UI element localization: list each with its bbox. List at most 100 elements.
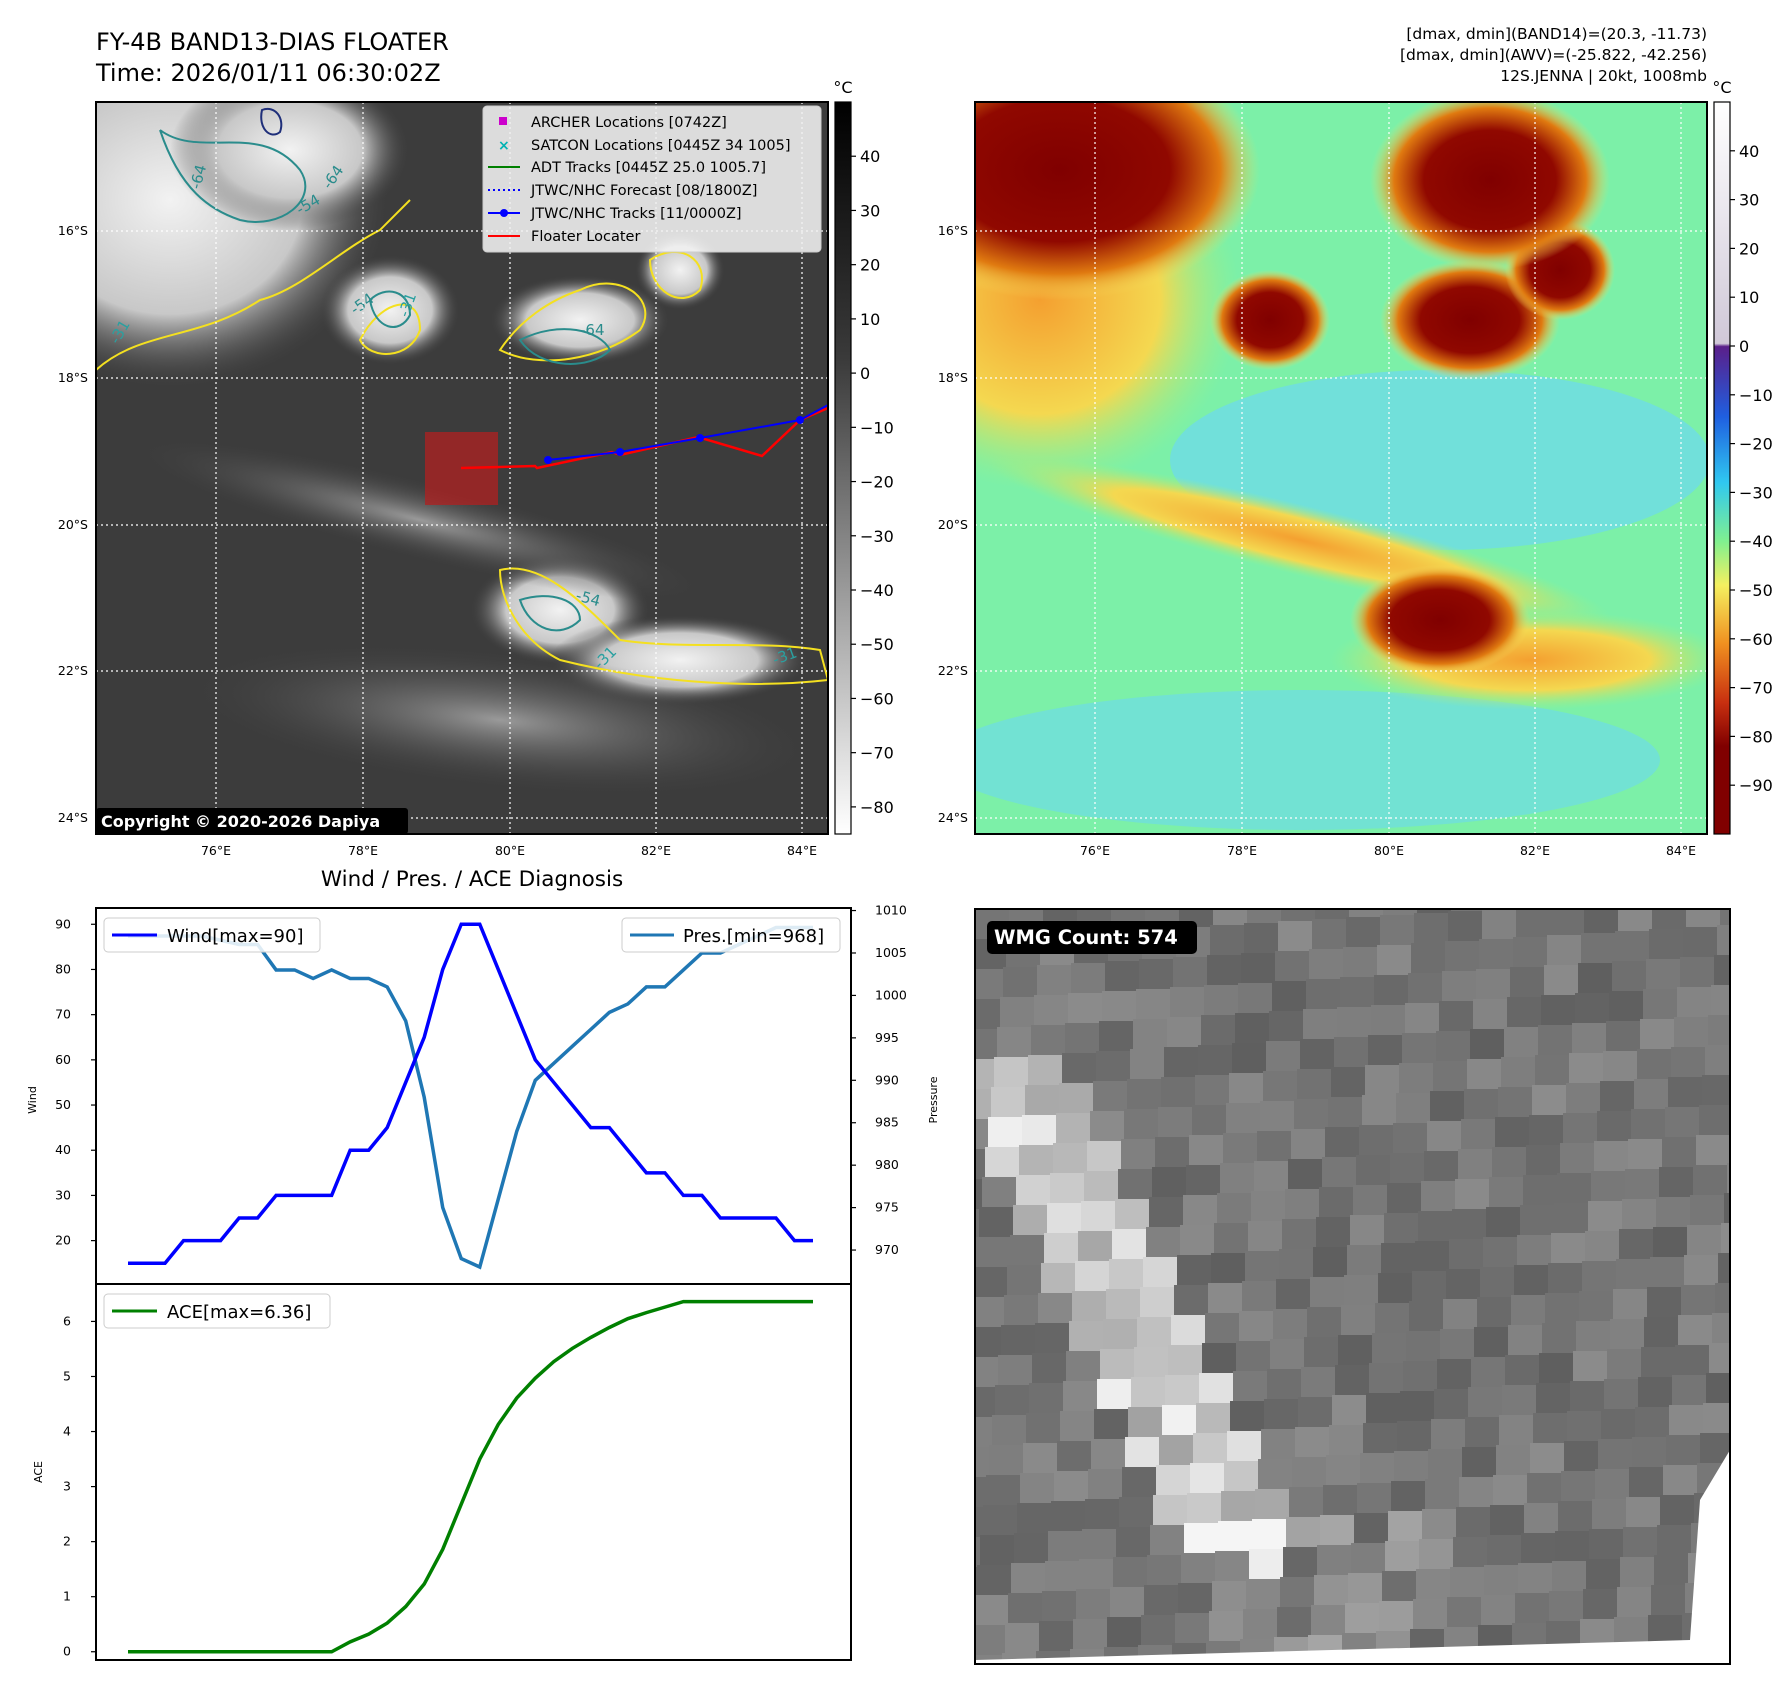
wmg-cell bbox=[1045, 1561, 1080, 1592]
wmg-cell bbox=[1073, 1619, 1108, 1650]
wmg-cell bbox=[1708, 1015, 1730, 1046]
contour-teal bbox=[518, 328, 612, 365]
wmg-cell bbox=[975, 1297, 1005, 1328]
wmg-cell bbox=[1334, 1037, 1369, 1068]
wmg-cell bbox=[1100, 1349, 1135, 1380]
wmg-cell bbox=[1434, 1389, 1469, 1420]
wmg-cell bbox=[1462, 1447, 1497, 1478]
wind-series-line bbox=[128, 922, 813, 1265]
legend-label: ADT Tracks [0445Z 25.0 1005.7] bbox=[531, 160, 766, 176]
wmg-cell bbox=[1705, 1045, 1730, 1076]
cloud-mass bbox=[320, 255, 460, 365]
wmg-cell bbox=[1650, 1257, 1685, 1288]
wmg-cell bbox=[1116, 1527, 1151, 1558]
wmg-cell bbox=[1654, 1555, 1689, 1586]
wmg-cell bbox=[1096, 1051, 1131, 1082]
wmg-cell bbox=[994, 1057, 1029, 1088]
wmg-cell bbox=[1312, 919, 1347, 950]
wmg-cell bbox=[975, 999, 1001, 1030]
wmg-cell bbox=[1306, 979, 1341, 1010]
ir-map-lat-ticks: 16°S 18°S 20°S 22°S 24°S bbox=[58, 223, 88, 825]
wmg-cell bbox=[975, 1625, 1006, 1656]
wmg-cell bbox=[1162, 1405, 1197, 1436]
wmg-cell bbox=[1381, 1243, 1416, 1274]
wmg-cell bbox=[1164, 1047, 1199, 1078]
wind-pressure-plot: 20 30 40 50 60 70 80 90 970 975 980 985 990 995 1000 10… bbox=[55, 903, 907, 1270]
wmg-cell bbox=[1372, 1333, 1407, 1364]
wmg-cell bbox=[1521, 1533, 1556, 1564]
contour-teal bbox=[159, 129, 307, 223]
wmg-cell bbox=[1629, 1467, 1664, 1498]
colorbar-tick-label: −10 bbox=[1739, 386, 1773, 405]
wmg-cell bbox=[1042, 1591, 1077, 1622]
wmg-cell bbox=[1483, 1237, 1518, 1268]
wmg-cell bbox=[1479, 939, 1514, 970]
wmg-cell bbox=[975, 1595, 1009, 1626]
wmg-cell bbox=[1672, 1375, 1707, 1406]
wmg-cell bbox=[975, 1089, 992, 1120]
wmg-cell bbox=[975, 1149, 986, 1180]
wmg-cell bbox=[1665, 1107, 1700, 1138]
wind-tick-label: 80 bbox=[55, 961, 71, 976]
wmg-cell bbox=[1515, 1593, 1550, 1624]
wmg-cell bbox=[1625, 1169, 1660, 1200]
wmg-cell bbox=[1034, 995, 1069, 1026]
wmg-cell bbox=[1244, 923, 1279, 954]
wmg-cell bbox=[1270, 1339, 1305, 1370]
wmg-cell bbox=[1524, 1503, 1559, 1534]
wmg-cell bbox=[1496, 1445, 1531, 1476]
wmg-cell bbox=[1350, 1215, 1385, 1246]
lon-tick: 84°E bbox=[1666, 843, 1696, 858]
lon-tick: 80°E bbox=[1374, 843, 1404, 858]
wmg-cell bbox=[1314, 1575, 1349, 1606]
wmg-cell bbox=[1286, 1517, 1321, 1548]
wmg-cell bbox=[1421, 1181, 1456, 1212]
wmg-cell bbox=[1189, 1135, 1224, 1166]
cloud-mass bbox=[490, 275, 670, 365]
wmg-cell bbox=[1078, 1231, 1113, 1262]
wmg-cell bbox=[1023, 1443, 1058, 1474]
wmg-cell bbox=[1607, 1349, 1642, 1380]
wmg-cell bbox=[1502, 1385, 1537, 1416]
wmg-cell bbox=[975, 1179, 983, 1210]
wmg-cell bbox=[1549, 1591, 1584, 1622]
wmg-cell bbox=[1017, 1503, 1052, 1534]
wmg-cell bbox=[1053, 1143, 1088, 1174]
wmg-cell bbox=[1601, 1409, 1636, 1440]
wmg-cell bbox=[1275, 951, 1310, 982]
wmg-cell bbox=[1174, 1285, 1209, 1316]
wmg-cell bbox=[1379, 1601, 1414, 1632]
wmg-cell bbox=[1615, 931, 1650, 962]
wmg-cell bbox=[985, 1147, 1020, 1178]
wmg-cell bbox=[1331, 1067, 1366, 1098]
wmg-cell bbox=[1022, 1115, 1057, 1146]
wmg-cell bbox=[1459, 1477, 1494, 1508]
wmg-cell bbox=[1362, 1095, 1397, 1126]
wmg-cell bbox=[975, 1119, 989, 1150]
wmg-cell bbox=[989, 1445, 1024, 1476]
wmg-cell bbox=[1464, 1089, 1499, 1120]
ace-tick-label: 1 bbox=[63, 1589, 71, 1604]
colorbar-tick-label: −20 bbox=[1739, 435, 1773, 454]
wmg-cell bbox=[1201, 1015, 1236, 1046]
wmg-cell bbox=[1118, 1169, 1153, 1200]
legend-label: JTWC/NHC Tracks [11/0000Z] bbox=[530, 206, 742, 222]
wmg-cell bbox=[1440, 1329, 1475, 1360]
wmg-cell bbox=[1721, 1223, 1730, 1254]
wmg-cell bbox=[1424, 1151, 1459, 1182]
wmg-cell bbox=[1252, 1519, 1287, 1550]
wmg-cell bbox=[1357, 1483, 1392, 1514]
wmg-cell bbox=[1341, 1305, 1376, 1336]
pressure-tick-label: 975 bbox=[875, 1200, 899, 1215]
wmg-cell bbox=[1269, 1011, 1304, 1042]
wmg-cell bbox=[1548, 1263, 1583, 1294]
ace-legend-box bbox=[103, 1293, 331, 1329]
wmg-cell bbox=[1356, 1155, 1391, 1186]
lat-tick: 22°S bbox=[58, 663, 88, 678]
wmg-cell bbox=[1724, 1193, 1730, 1224]
wmg-cell bbox=[1518, 1563, 1553, 1594]
wmg-cell bbox=[1544, 965, 1579, 996]
ace-tick-label: 6 bbox=[63, 1313, 71, 1328]
wmg-cell bbox=[1604, 1379, 1639, 1410]
wmg-cell bbox=[1377, 945, 1412, 976]
